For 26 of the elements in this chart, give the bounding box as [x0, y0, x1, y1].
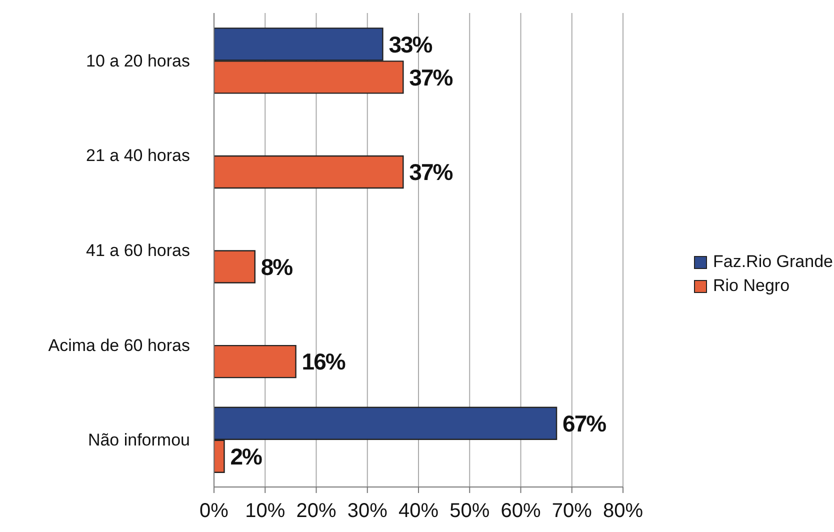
y-tick-label: 10 a 20 horas [86, 51, 190, 70]
x-tick-label: 40% [398, 500, 439, 522]
x-tick-label: 70% [552, 500, 592, 522]
data-label: 37% [409, 159, 453, 186]
x-tick-label: 20% [296, 500, 336, 522]
legend-label: Rio Negro [713, 276, 790, 296]
y-tick-label: Acima de 60 horas [48, 336, 190, 355]
x-tick-label: 10% [245, 500, 286, 522]
y-tick-label: Não informou [88, 430, 190, 450]
y-tick-label: 41 a 60 horas [86, 241, 190, 260]
data-label: 2% [230, 444, 262, 470]
data-label: 16% [302, 348, 346, 375]
y-tick-label: 21 a 40 horas [86, 146, 190, 166]
data-label: 8% [260, 254, 293, 280]
bar [214, 155, 404, 189]
data-label: 67% [562, 410, 606, 437]
x-tick-label: 80% [602, 500, 644, 522]
data-label: 37% [409, 64, 453, 90]
x-tick-label: 0% [200, 500, 229, 522]
bar [214, 344, 296, 378]
x-tick-label: 60% [500, 500, 541, 522]
bar [214, 250, 256, 284]
x-tick-label: 50% [450, 500, 490, 522]
data-label: 33% [388, 31, 432, 58]
legend-label: Faz.Rio Grande [713, 252, 833, 272]
x-tick-label: 30% [347, 500, 388, 522]
